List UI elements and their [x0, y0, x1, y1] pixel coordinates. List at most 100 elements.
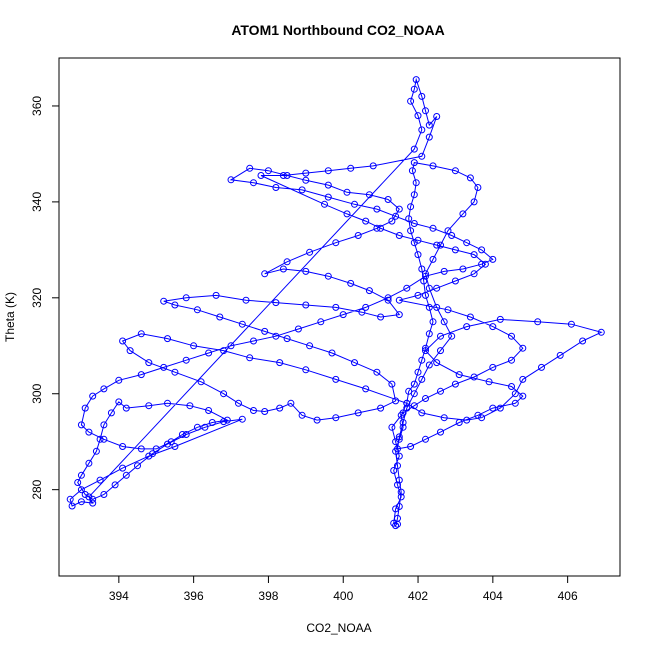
- data-point: [399, 423, 407, 431]
- x-tick-label: 394: [109, 589, 129, 603]
- data-point: [392, 397, 400, 405]
- data-point: [164, 399, 171, 407]
- data-point: [306, 248, 314, 256]
- data-point: [478, 414, 486, 422]
- data-point: [332, 375, 340, 383]
- data-point: [212, 291, 220, 299]
- data-point: [362, 385, 370, 393]
- data-point: [470, 198, 478, 206]
- data-point: [137, 445, 145, 453]
- data-point: [242, 296, 250, 304]
- data-point: [328, 349, 336, 357]
- data-point: [81, 491, 89, 498]
- data-point: [354, 232, 362, 239]
- data-point: [119, 464, 127, 472]
- data-point: [283, 258, 291, 266]
- data-point: [208, 419, 216, 426]
- data-point: [238, 320, 246, 328]
- data-point: [394, 445, 401, 453]
- data-point: [437, 332, 444, 340]
- data-point: [81, 404, 89, 412]
- data-point: [107, 409, 115, 417]
- data-point: [429, 224, 437, 232]
- data-point: [321, 200, 328, 208]
- x-axis: 394 396 398 400 402 404 406: [109, 575, 578, 603]
- data-point: [250, 337, 257, 345]
- data-point: [182, 431, 190, 438]
- data-point: [302, 169, 310, 177]
- data-point: [324, 181, 332, 189]
- data-point: [395, 232, 403, 239]
- data-point: [418, 409, 426, 417]
- data-point: [89, 495, 97, 503]
- data-point: [433, 113, 441, 120]
- data-point: [279, 172, 287, 179]
- data-point: [152, 445, 160, 453]
- data-point: [459, 265, 467, 273]
- data-point: [272, 332, 280, 340]
- data-point: [317, 318, 325, 326]
- data-point: [395, 503, 403, 510]
- data-point: [403, 404, 411, 412]
- data-point: [324, 193, 332, 201]
- data-point: [347, 164, 355, 172]
- data-point: [425, 133, 433, 141]
- x-tick-label: 406: [558, 589, 578, 603]
- data-point: [485, 378, 493, 386]
- data-point: [377, 313, 385, 321]
- data-point: [100, 385, 108, 393]
- data-point: [223, 416, 231, 424]
- data-point: [399, 419, 407, 426]
- data-point: [463, 323, 471, 331]
- data-point: [414, 291, 422, 299]
- data-point: [283, 335, 291, 343]
- data-point: [448, 332, 456, 340]
- data-point: [238, 415, 246, 423]
- data-point: [410, 191, 418, 199]
- data-point: [519, 344, 527, 352]
- data-point: [190, 342, 198, 350]
- data-point: [77, 471, 85, 479]
- data-point: [403, 284, 411, 292]
- data-point: [362, 303, 370, 311]
- data-point: [89, 392, 97, 400]
- data-point: [410, 390, 418, 398]
- data-point: [466, 174, 474, 182]
- data-point: [369, 162, 377, 170]
- data-point: [197, 378, 205, 386]
- data-point: [74, 479, 82, 486]
- data-point: [388, 217, 396, 225]
- data-point: [283, 172, 291, 179]
- data-point: [437, 241, 444, 249]
- data-point: [418, 92, 426, 100]
- data-point: [392, 505, 400, 513]
- data-point: [394, 520, 401, 528]
- data-point: [418, 126, 426, 134]
- data-point: [276, 359, 284, 367]
- data-point: [407, 227, 415, 235]
- data-point: [272, 299, 280, 307]
- data-point: [422, 272, 429, 280]
- data-point: [414, 236, 422, 244]
- data-point: [324, 272, 332, 280]
- data-point: [459, 210, 467, 218]
- data-point: [538, 363, 545, 371]
- data-point: [410, 239, 418, 247]
- data-point: [313, 416, 321, 424]
- data-point: [373, 205, 381, 213]
- data-point: [399, 409, 407, 417]
- data-point: [227, 342, 235, 350]
- data-point: [392, 438, 400, 446]
- data-point: [343, 210, 351, 218]
- data-point: [134, 462, 141, 470]
- data-point: [302, 366, 310, 374]
- data-point: [418, 152, 426, 160]
- data-point: [365, 191, 373, 199]
- y-tick-label: 280: [30, 479, 44, 499]
- data-point: [384, 296, 392, 304]
- data-point: [66, 495, 74, 503]
- data-point: [496, 404, 504, 412]
- data-point: [373, 224, 381, 232]
- data-point: [100, 421, 108, 429]
